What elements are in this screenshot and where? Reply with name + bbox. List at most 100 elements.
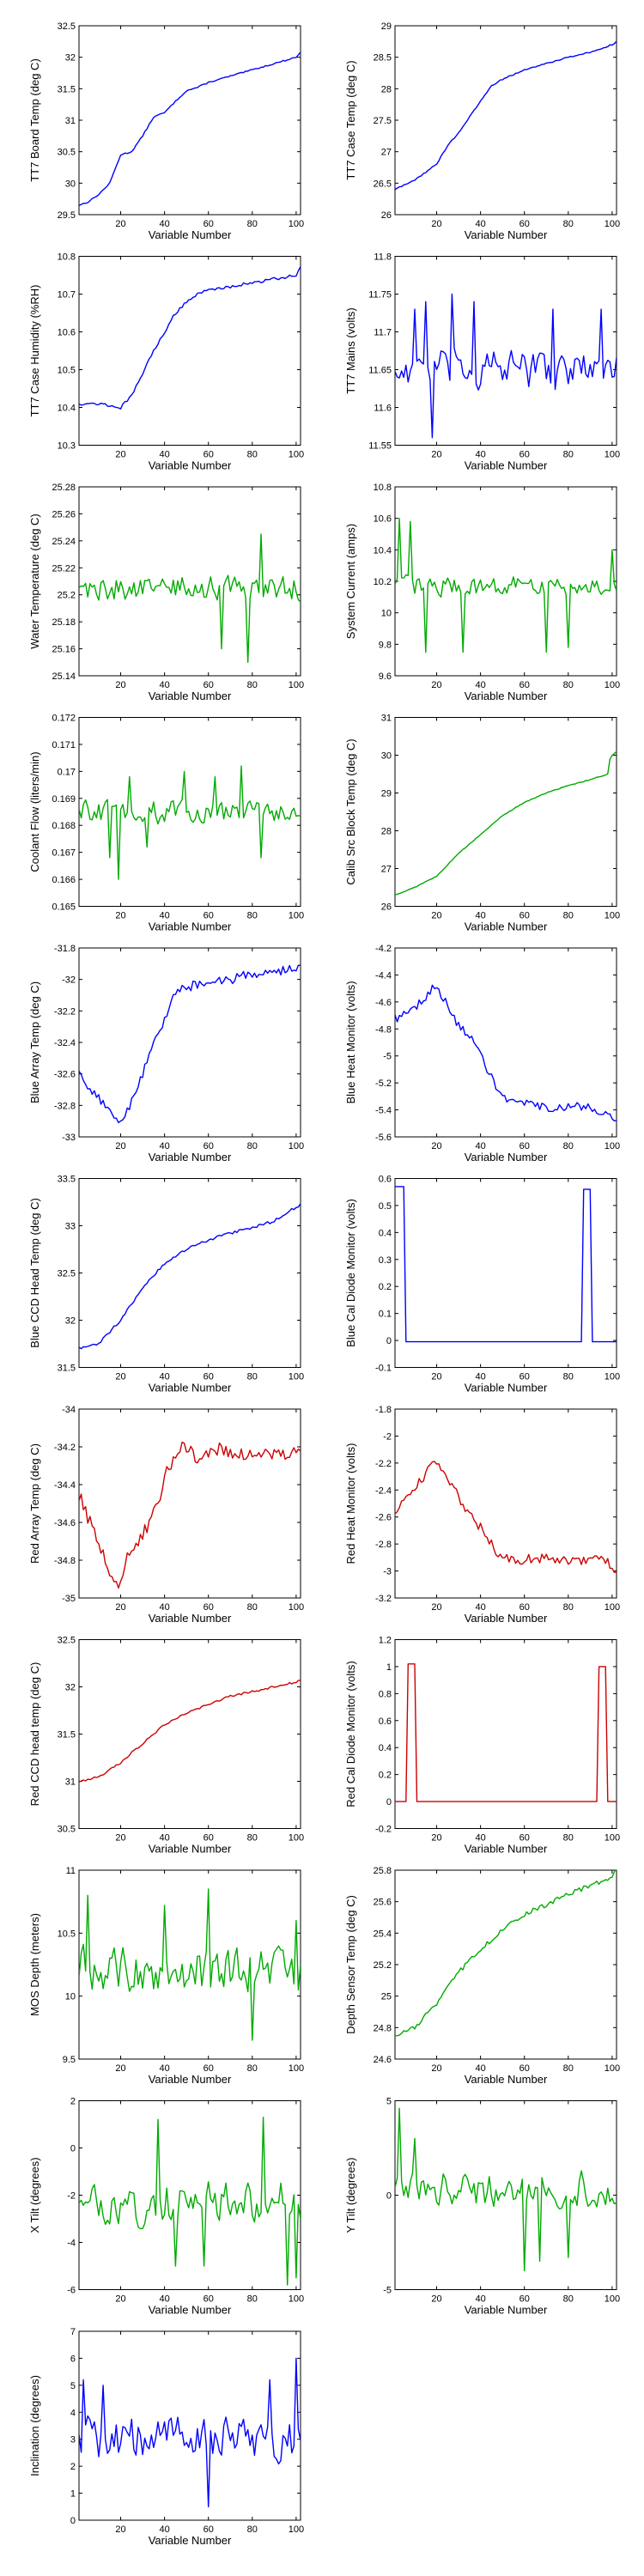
y-tick-label: 0.169 bbox=[52, 794, 76, 805]
axes-frame bbox=[394, 717, 617, 907]
y-tick-label: 1 bbox=[70, 2489, 76, 2500]
y-tick-label: 10.4 bbox=[58, 404, 76, 414]
x-tick-label: 60 bbox=[204, 680, 214, 690]
series-line bbox=[79, 52, 301, 207]
y-tick-label: 10 bbox=[65, 1992, 76, 2002]
y-axis-label: TT7 Case Temp (deg C) bbox=[344, 60, 357, 179]
x-tick-label: 20 bbox=[431, 1372, 441, 1382]
y-tick-label: -32 bbox=[62, 975, 76, 986]
y-tick-label: 10.6 bbox=[58, 328, 76, 338]
y-tick-label: -4 bbox=[67, 2239, 76, 2249]
x-tick-label: 20 bbox=[431, 1602, 441, 1613]
x-tick-label: 100 bbox=[289, 1141, 304, 1151]
y-tick-label: 27 bbox=[381, 148, 392, 158]
y-tick-label: 9.5 bbox=[63, 2055, 76, 2065]
y-axis-label: Coolant Flow (liters/min) bbox=[28, 751, 41, 872]
x-axis-label: Variable Number bbox=[465, 2073, 548, 2086]
y-tick-label: -3 bbox=[383, 1567, 392, 1577]
y-tick-label: -34.4 bbox=[54, 1480, 76, 1491]
x-axis-label: Variable Number bbox=[149, 1843, 232, 1856]
x-tick-label: 100 bbox=[605, 1602, 620, 1613]
y-tick-label: 26.5 bbox=[374, 179, 392, 189]
y-axis-label: Red CCD head temp (deg C) bbox=[28, 1662, 41, 1807]
y-tick-label: 10 bbox=[381, 609, 392, 619]
y-tick-label: -2.2 bbox=[375, 1459, 392, 1469]
y-tick-label: 25.16 bbox=[52, 645, 76, 655]
series-line bbox=[395, 1461, 617, 1573]
x-axis-label: Variable Number bbox=[149, 920, 232, 933]
subplot-21: 0 1 2 3 4 5 6 7 20 40 60 80 100 Variable Number Inclin… bbox=[28, 2327, 304, 2547]
subplot-11: 31.5 32 32.5 33 33.5 20 40 60 80 100 Variable Numb… bbox=[28, 1175, 304, 1394]
y-tick-label: -4.6 bbox=[375, 998, 392, 1008]
x-tick-label: 80 bbox=[247, 219, 258, 229]
x-tick-label: 20 bbox=[115, 911, 125, 921]
x-axis-label: Variable Number bbox=[465, 920, 548, 933]
subplot-12: -0.1 0 0.1 0.2 0.3 0.4 0.5 0.6 20 40 60 80 100 Variab… bbox=[344, 1175, 620, 1394]
x-tick-label: 100 bbox=[289, 219, 304, 229]
x-axis-label: Variable Number bbox=[149, 1151, 232, 1163]
y-tick-label: 0 bbox=[70, 2144, 76, 2154]
axes-frame bbox=[394, 25, 617, 216]
x-tick-label: 40 bbox=[475, 1141, 485, 1151]
x-tick-label: 60 bbox=[204, 1141, 214, 1151]
y-tick-label: 27 bbox=[381, 865, 392, 875]
y-tick-label: -5.4 bbox=[375, 1106, 392, 1116]
y-tick-label: 0.8 bbox=[379, 1689, 392, 1699]
x-tick-label: 80 bbox=[563, 2294, 574, 2305]
subplot-20: -5 0 5 20 40 60 80 100 Variable Number Y Tilt (de… bbox=[344, 2097, 620, 2317]
y-tick-label: -6 bbox=[67, 2286, 76, 2296]
y-tick-label: 25.2 bbox=[374, 1960, 392, 1971]
x-tick-label: 40 bbox=[475, 219, 485, 229]
series-line bbox=[79, 765, 301, 880]
series-line bbox=[79, 533, 301, 663]
y-tick-label: 2 bbox=[70, 2462, 76, 2472]
x-tick-label: 100 bbox=[289, 2524, 304, 2535]
x-tick-label: 60 bbox=[519, 1372, 530, 1382]
y-tick-label: 24.6 bbox=[374, 2055, 392, 2065]
series-line bbox=[79, 1203, 301, 1350]
x-tick-label: 100 bbox=[289, 450, 304, 460]
x-tick-label: 100 bbox=[605, 1372, 620, 1382]
x-tick-label: 20 bbox=[431, 1141, 441, 1151]
y-axis-label: Blue Heat Monitor (volts) bbox=[344, 981, 357, 1103]
y-axis-label: Calib Src Block Temp (deg C) bbox=[344, 738, 357, 884]
y-axis-label: TT7 Case Humidity (%RH) bbox=[28, 285, 41, 417]
y-axis-label: Blue Cal Diode Monitor (volts) bbox=[344, 1199, 357, 1347]
y-tick-label: -34 bbox=[62, 1405, 76, 1415]
y-tick-label: 11.55 bbox=[368, 441, 392, 452]
y-axis-label: Blue CCD Head Temp (deg C) bbox=[28, 1198, 41, 1348]
x-tick-label: 40 bbox=[159, 1602, 169, 1613]
y-tick-label: -3.2 bbox=[375, 1594, 392, 1604]
x-tick-label: 60 bbox=[204, 450, 214, 460]
y-axis-label: Inclination (degrees) bbox=[28, 2375, 41, 2476]
x-tick-label: 40 bbox=[475, 450, 485, 460]
y-tick-label: 31 bbox=[381, 714, 392, 724]
x-tick-label: 80 bbox=[247, 2294, 258, 2305]
y-tick-label: 3 bbox=[70, 2435, 76, 2445]
y-tick-label: 29.5 bbox=[58, 210, 76, 221]
series-line bbox=[395, 1186, 617, 1343]
y-tick-label: 0.167 bbox=[52, 848, 76, 859]
y-tick-label: 30.5 bbox=[58, 148, 76, 158]
y-tick-label: -2.6 bbox=[375, 1513, 392, 1523]
y-tick-label: -0.2 bbox=[375, 1825, 392, 1835]
y-tick-label: 25.18 bbox=[52, 617, 76, 628]
x-tick-label: 100 bbox=[605, 450, 620, 460]
x-tick-label: 60 bbox=[204, 2294, 214, 2305]
y-tick-label: 0.4 bbox=[379, 1228, 392, 1238]
series-line bbox=[395, 293, 617, 439]
y-tick-label: 0 bbox=[386, 2191, 392, 2202]
y-tick-label: 25.24 bbox=[52, 537, 76, 547]
y-tick-label: 27.5 bbox=[374, 116, 392, 126]
y-tick-label: 10.6 bbox=[374, 514, 392, 525]
x-tick-label: 100 bbox=[289, 680, 304, 690]
x-tick-label: 80 bbox=[247, 1141, 258, 1151]
x-tick-label: 20 bbox=[431, 680, 441, 690]
x-tick-label: 40 bbox=[475, 2063, 485, 2074]
y-tick-label: -33 bbox=[62, 1133, 76, 1143]
y-tick-label: 25.4 bbox=[374, 1929, 392, 1939]
y-tick-label: -1.8 bbox=[375, 1405, 392, 1415]
y-tick-label: 33 bbox=[65, 1222, 76, 1232]
x-axis-label: Variable Number bbox=[149, 1612, 232, 1625]
